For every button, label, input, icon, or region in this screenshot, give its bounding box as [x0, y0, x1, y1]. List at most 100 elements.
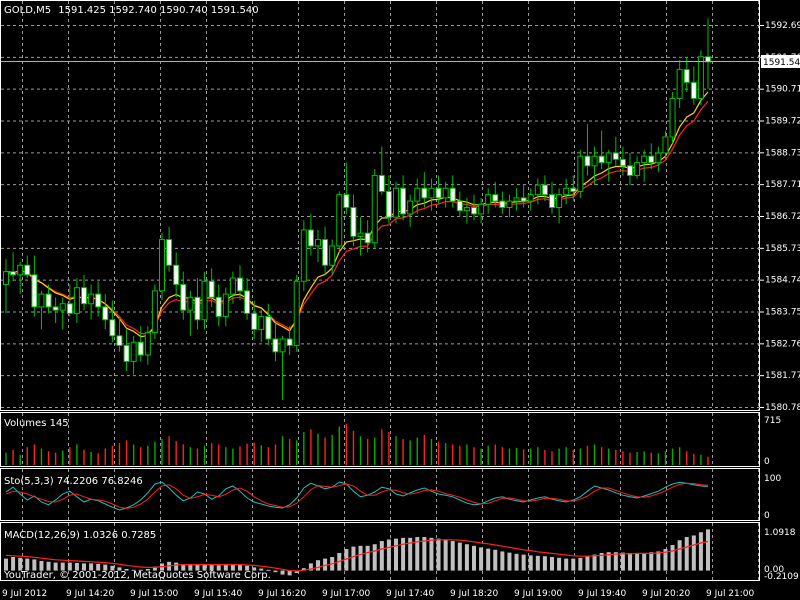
macd-histogram-bar — [408, 537, 413, 571]
macd-histogram-bar — [18, 557, 23, 571]
macd-histogram-bar — [280, 570, 285, 575]
macd-histogram-bar — [472, 545, 476, 571]
bear-candle-body — [215, 296, 222, 318]
macd-histogram-bar — [223, 564, 228, 571]
bear-candle-body — [449, 187, 456, 202]
macd-histogram-bar — [238, 564, 242, 571]
price-tick-label: 1581.770 — [765, 371, 800, 381]
bull-candle-body — [485, 194, 492, 205]
bear-candle-body — [166, 239, 173, 266]
bull-candle-body — [641, 155, 648, 164]
macd-histogram-bar — [174, 562, 179, 571]
volumes-scale-bottom: 0 — [764, 457, 770, 467]
price-tick-label: 1582.760 — [765, 339, 800, 349]
volume-bars — [5, 423, 709, 465]
macd-histogram-bar — [429, 537, 434, 571]
macd-histogram-bar — [677, 540, 682, 571]
price-pane[interactable] — [0, 0, 760, 411]
bear-candle-body — [598, 155, 605, 164]
ma-fast-line — [5, 91, 709, 338]
price-scale: 1592.6901591.7001590.7101589.7201588.730… — [760, 21, 800, 413]
bull-candle-body — [229, 277, 236, 295]
bear-candle-body — [322, 239, 329, 266]
bear-candle-body — [272, 338, 279, 353]
macd-histogram-bar — [39, 561, 44, 571]
macd-histogram-bar — [691, 535, 696, 571]
bear-candle-body — [690, 81, 697, 99]
bull-candle-body — [315, 239, 321, 247]
bear-candle-body — [343, 194, 350, 209]
symbol-title: GOLD,M5 1591.425 1592.740 1590.740 1591.… — [4, 5, 259, 16]
bull-candle-body — [527, 194, 534, 202]
macd-histogram-bar — [628, 553, 632, 571]
macd-histogram-bar — [32, 559, 37, 571]
macd-histogram-bar — [557, 557, 562, 571]
macd-histogram-bar — [564, 558, 569, 571]
macd-histogram-bar — [145, 568, 150, 571]
macd-pane[interactable] — [0, 522, 760, 581]
bear-candle-body — [180, 283, 187, 311]
macd-histogram-bar — [351, 546, 356, 571]
macd-histogram-bar — [124, 568, 129, 571]
macd-histogram-bar — [96, 563, 101, 571]
macd-histogram-bar — [308, 563, 313, 571]
macd-histogram-bar — [415, 537, 420, 571]
price-tick-label: 1590.710 — [765, 85, 800, 95]
bear-candle-body — [194, 296, 201, 321]
bear-candle-body — [95, 293, 102, 308]
macd-histogram-bar — [4, 558, 8, 571]
macd-histogram-bar — [230, 564, 235, 571]
macd-histogram-bar — [436, 538, 441, 571]
macd-histogram-bar — [138, 569, 143, 571]
bear-candle-body — [570, 187, 577, 192]
bull-candle-body — [357, 232, 364, 237]
bear-candle-body — [385, 190, 392, 218]
bear-candle-body — [123, 344, 130, 362]
bull-candle-body — [59, 303, 66, 311]
volumes-pane[interactable] — [0, 412, 760, 467]
bull-candle-body — [279, 338, 286, 353]
macd-scale-bottom: -0.2109 — [764, 572, 799, 582]
bear-candle-body — [237, 277, 243, 292]
bull-candle-body — [697, 56, 704, 99]
bear-candle-body — [364, 232, 371, 244]
bear-candle-body — [66, 303, 73, 314]
bull-candle-body — [393, 187, 399, 218]
price-tick-label: 1585.730 — [765, 244, 800, 254]
macd-histogram-bar — [209, 564, 214, 571]
bear-candle-body — [81, 287, 87, 305]
price-tick-label: 1580.780 — [765, 403, 800, 413]
macd-histogram-bar — [592, 554, 597, 571]
macd-histogram-bar — [486, 548, 491, 571]
bull-candle-body — [577, 155, 584, 192]
macd-histogram-bar — [89, 563, 94, 571]
time-tick-label: 9 Jul 18:20 — [450, 589, 499, 599]
macd-histogram-bar — [358, 545, 363, 571]
bear-candle-body — [116, 335, 123, 346]
macd-histogram-bar — [443, 539, 448, 571]
macd-histogram-bar — [117, 567, 122, 571]
macd-histogram-bar — [635, 553, 640, 571]
price-tick-label: 1588.730 — [765, 148, 800, 158]
bull-candle-body — [463, 207, 470, 212]
macd-histogram-bar — [294, 570, 299, 573]
bull-candle-body — [513, 197, 520, 202]
stochastic-pane[interactable] — [0, 468, 760, 521]
copyright-text: YouTrader, © 2001-2012, MetaQuotes Softw… — [3, 570, 271, 581]
macd-histogram-bar — [684, 537, 689, 571]
macd-histogram-bar — [599, 553, 604, 571]
price-tick-label: 1586.720 — [765, 212, 800, 222]
bull-candle-body — [336, 194, 343, 247]
price-tick-label: 1589.720 — [765, 117, 800, 127]
stochastic-scale-bottom: 0 — [764, 511, 770, 521]
bull-candle-body — [634, 162, 641, 176]
bear-candle-body — [307, 229, 314, 247]
bear-candle-body — [400, 187, 407, 215]
macd-histogram-bar — [542, 556, 547, 571]
bull-candle-body — [151, 290, 158, 334]
bull-candle-body — [201, 280, 208, 321]
macd-histogram-bar — [25, 558, 30, 571]
macd-histogram-bar — [386, 539, 391, 571]
bear-candle-body — [137, 341, 144, 356]
